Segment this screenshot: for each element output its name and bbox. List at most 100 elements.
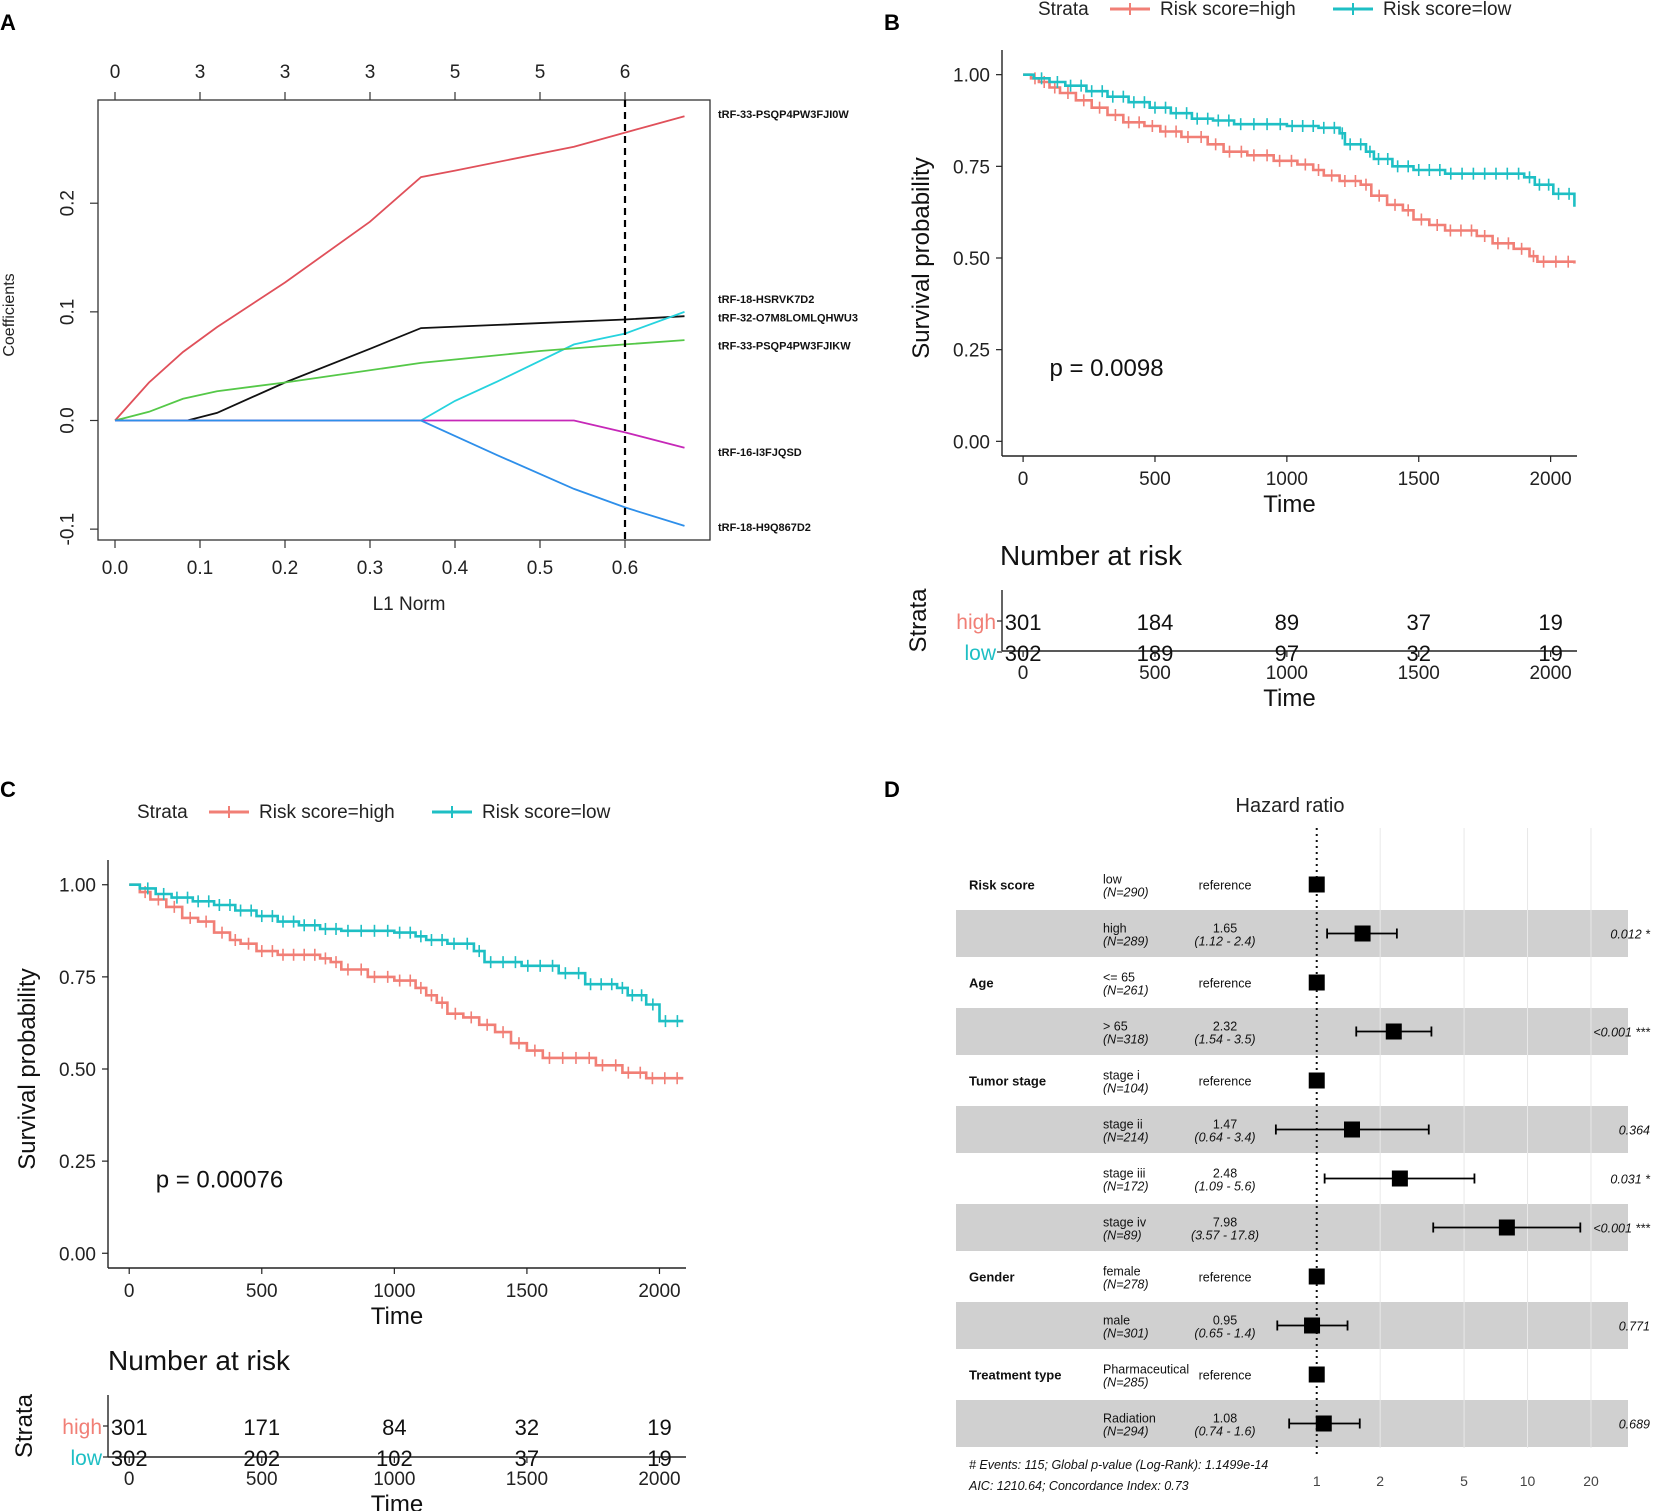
x-tick-label: 1000 bbox=[373, 1281, 415, 1302]
y-tick-label: 0.0 bbox=[58, 407, 79, 433]
coef-label: tRF-33-PSQP4PW3FJIKW bbox=[718, 341, 851, 353]
x-tick-label: 0 bbox=[124, 1281, 135, 1302]
risk-row-label: high bbox=[62, 1416, 102, 1439]
p-value: <0.001 *** bbox=[1593, 1026, 1651, 1040]
risk-x-tick-label: 500 bbox=[1139, 663, 1171, 684]
risk-x-tick-label: 2000 bbox=[638, 1469, 680, 1490]
level-name: stage iv bbox=[1103, 1216, 1147, 1230]
y-axis-label: Coefficients bbox=[1, 273, 18, 356]
x-tick-label: 0.1 bbox=[187, 558, 213, 579]
hr-marker bbox=[1308, 1366, 1325, 1383]
coef-path-tRF-33-PSQP4PW3FJIKW bbox=[114, 339, 685, 422]
hr-marker bbox=[1354, 925, 1371, 942]
hr-estimate: 1.65 bbox=[1213, 922, 1237, 936]
hr-marker bbox=[1304, 1317, 1321, 1334]
p-value: 0.012 * bbox=[1610, 928, 1651, 942]
y-tick-label: 0.2 bbox=[58, 190, 79, 216]
y-tick-label: 0.75 bbox=[59, 968, 96, 989]
panel-b-km-plot: Strata Risk score=high Risk score=low 0.00 0… bbox=[905, 0, 1577, 712]
panel-letter-c: C bbox=[0, 777, 16, 802]
risk-value: 89 bbox=[1275, 610, 1299, 635]
x-axis-label: L1 Norm bbox=[373, 594, 446, 615]
footnote: AIC: 1210.64; Concordance Index: 0.73 bbox=[968, 1479, 1189, 1493]
survival-curve-Risk score=high bbox=[1023, 73, 1576, 264]
coef-label: tRF-18-H9Q867D2 bbox=[718, 522, 811, 534]
level-n: (N=318) bbox=[1103, 1033, 1149, 1047]
x-tick-label: 2000 bbox=[638, 1281, 680, 1302]
hr-estimate: 0.95 bbox=[1213, 1314, 1237, 1328]
x-tick-label: 20 bbox=[1583, 1473, 1599, 1489]
row-shade bbox=[956, 910, 1628, 957]
top-tick-label: 0 bbox=[110, 62, 121, 83]
level-name: <= 65 bbox=[1103, 971, 1135, 985]
panel-letter-b: B bbox=[884, 10, 900, 35]
risk-x-tick-label: 1500 bbox=[1398, 663, 1440, 684]
y-tick-label: -0.1 bbox=[58, 513, 79, 546]
level-name: low bbox=[1103, 873, 1123, 887]
top-tick-label: 6 bbox=[620, 62, 631, 83]
y-axis-label: Survival probability bbox=[14, 968, 41, 1169]
level-name: Pharmaceutical bbox=[1103, 1363, 1189, 1377]
legend-entry: Risk score=low bbox=[482, 802, 611, 823]
risk-value: 19 bbox=[1538, 610, 1562, 635]
p-value: 0.031 * bbox=[1610, 1173, 1651, 1187]
survival-curve-Risk score=low bbox=[1023, 73, 1576, 207]
y-tick-label: 1.00 bbox=[953, 66, 990, 87]
level-name: high bbox=[1103, 922, 1127, 936]
y-tick-label: 0.1 bbox=[58, 299, 79, 325]
coef-path-tRF-18-HSRVK7D2 bbox=[115, 315, 685, 422]
coef-label: tRF-16-I3FJQSD bbox=[718, 447, 802, 459]
footnote: # Events: 115; Global p-value (Log-Rank)… bbox=[969, 1458, 1268, 1472]
hr-ci: (0.65 - 1.4) bbox=[1194, 1327, 1255, 1341]
level-n: (N=294) bbox=[1103, 1425, 1149, 1439]
hr-estimate: 2.48 bbox=[1213, 1167, 1237, 1181]
risk-x-tick-label: 1500 bbox=[506, 1469, 548, 1490]
p-value: 0.364 bbox=[1619, 1124, 1650, 1138]
survival-curve-Risk score=low bbox=[129, 883, 684, 1023]
hr-reference: reference bbox=[1199, 1271, 1252, 1285]
hr-reference: reference bbox=[1199, 1369, 1252, 1383]
panel-letter-a: A bbox=[0, 10, 16, 35]
plot-frame bbox=[97, 99, 711, 541]
risk-row-label: low bbox=[70, 1447, 102, 1470]
hr-marker bbox=[1385, 1023, 1402, 1040]
x-tick-label: 0.4 bbox=[442, 558, 469, 579]
risk-value: 301 bbox=[111, 1415, 148, 1440]
variable-name: Gender bbox=[969, 1270, 1015, 1285]
level-n: (N=104) bbox=[1103, 1082, 1149, 1096]
hr-ci: (1.09 - 5.6) bbox=[1194, 1180, 1255, 1194]
risk-x-tick-label: 500 bbox=[246, 1469, 278, 1490]
p-value: <0.001 *** bbox=[1593, 1222, 1651, 1236]
hr-estimate: 2.32 bbox=[1213, 1020, 1237, 1034]
hr-marker bbox=[1391, 1170, 1408, 1187]
risk-value: 84 bbox=[382, 1415, 406, 1440]
level-name: Radiation bbox=[1103, 1412, 1156, 1426]
hr-estimate: 1.08 bbox=[1213, 1412, 1237, 1426]
y-tick-label: 0.50 bbox=[953, 249, 990, 270]
coef-label: tRF-32-O7M8LOMLQHWU3 bbox=[718, 312, 858, 324]
panel-c-km-plot: Strata Risk score=high Risk score=low 0.00 0… bbox=[11, 802, 686, 1511]
y-tick-label: 0.25 bbox=[59, 1152, 96, 1173]
hr-ci: (1.54 - 3.5) bbox=[1194, 1033, 1255, 1047]
risk-value: 19 bbox=[647, 1415, 671, 1440]
level-n: (N=172) bbox=[1103, 1180, 1149, 1194]
legend-title: Strata bbox=[1038, 0, 1089, 20]
x-tick-label: 1500 bbox=[1398, 469, 1440, 490]
risk-row-label: low bbox=[964, 642, 996, 665]
risk-value: 32 bbox=[515, 1415, 539, 1440]
risk-x-tick-label: 2000 bbox=[1529, 663, 1571, 684]
x-tick-label: 0.2 bbox=[272, 558, 298, 579]
p-value: 0.689 bbox=[1619, 1418, 1650, 1432]
top-tick-label: 3 bbox=[280, 62, 291, 83]
level-n: (N=278) bbox=[1103, 1278, 1149, 1292]
risk-table-title: Number at risk bbox=[1000, 540, 1183, 571]
top-tick-label: 5 bbox=[535, 62, 546, 83]
survival-curve-Risk score=high bbox=[129, 883, 684, 1080]
risk-table-title: Number at risk bbox=[108, 1345, 291, 1376]
hr-marker bbox=[1344, 1121, 1360, 1138]
risk-x-tick-label: 1000 bbox=[373, 1469, 415, 1490]
risk-x-axis-label: Time bbox=[1263, 685, 1315, 712]
panel-a-lasso-plot: 0.0 0.1 0.2 0.3 0.4 0.5 0.6 0 3 3 3 5 5 6 -0.1 0.0 0.1 0.… bbox=[1, 62, 858, 615]
y-tick-label: 0.75 bbox=[953, 157, 990, 178]
